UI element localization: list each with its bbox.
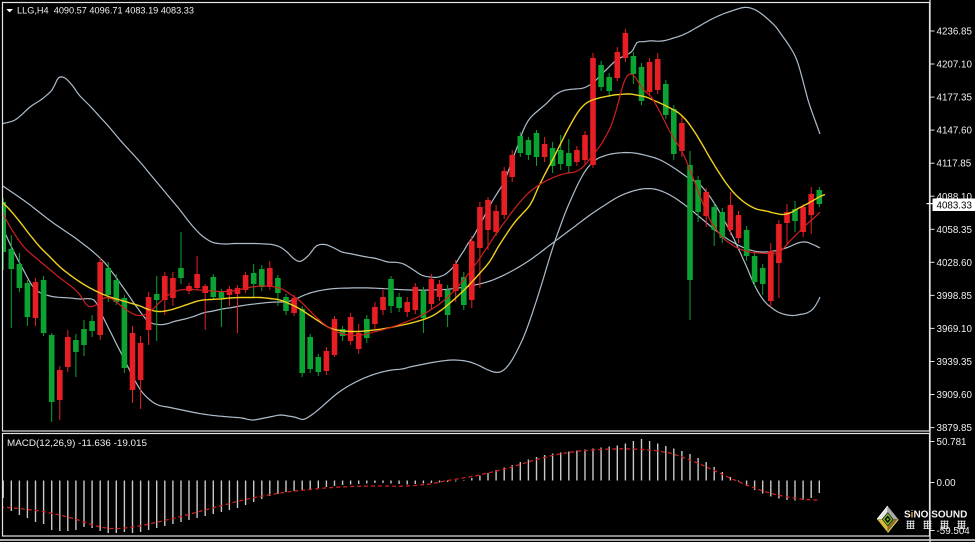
svg-text:4147.60: 4147.60 xyxy=(937,126,973,137)
svg-text:4088.10: 4088.10 xyxy=(937,192,973,203)
svg-text:4207.10: 4207.10 xyxy=(937,60,973,71)
svg-text:3969.10: 3969.10 xyxy=(937,324,973,335)
svg-text:LLG,H4 4090.57 4096.71 4083.1: LLG,H4 4090.57 4096.71 4083.19 4083.33 xyxy=(17,5,194,16)
svg-text:4177.35: 4177.35 xyxy=(937,93,973,104)
svg-text:3879.85: 3879.85 xyxy=(937,423,973,434)
svg-text:4028.60: 4028.60 xyxy=(937,258,973,269)
svg-text:MACD(12,26,9) -11.636 -19.015: MACD(12,26,9) -11.636 -19.015 xyxy=(7,438,147,449)
svg-text:3939.35: 3939.35 xyxy=(937,357,973,368)
svg-text:3998.85: 3998.85 xyxy=(937,291,973,302)
svg-text:SiNO SOUND: SiNO SOUND xyxy=(904,510,967,521)
svg-text:-59.504: -59.504 xyxy=(937,526,971,537)
svg-text:50.781: 50.781 xyxy=(937,437,967,448)
svg-text:4236.85: 4236.85 xyxy=(937,27,973,38)
svg-text:3909.60: 3909.60 xyxy=(937,390,973,401)
svg-text:4083.33: 4083.33 xyxy=(937,200,973,211)
svg-text:4117.85: 4117.85 xyxy=(937,159,972,170)
svg-text:0.00: 0.00 xyxy=(937,478,957,489)
svg-text:4058.35: 4058.35 xyxy=(937,225,973,236)
